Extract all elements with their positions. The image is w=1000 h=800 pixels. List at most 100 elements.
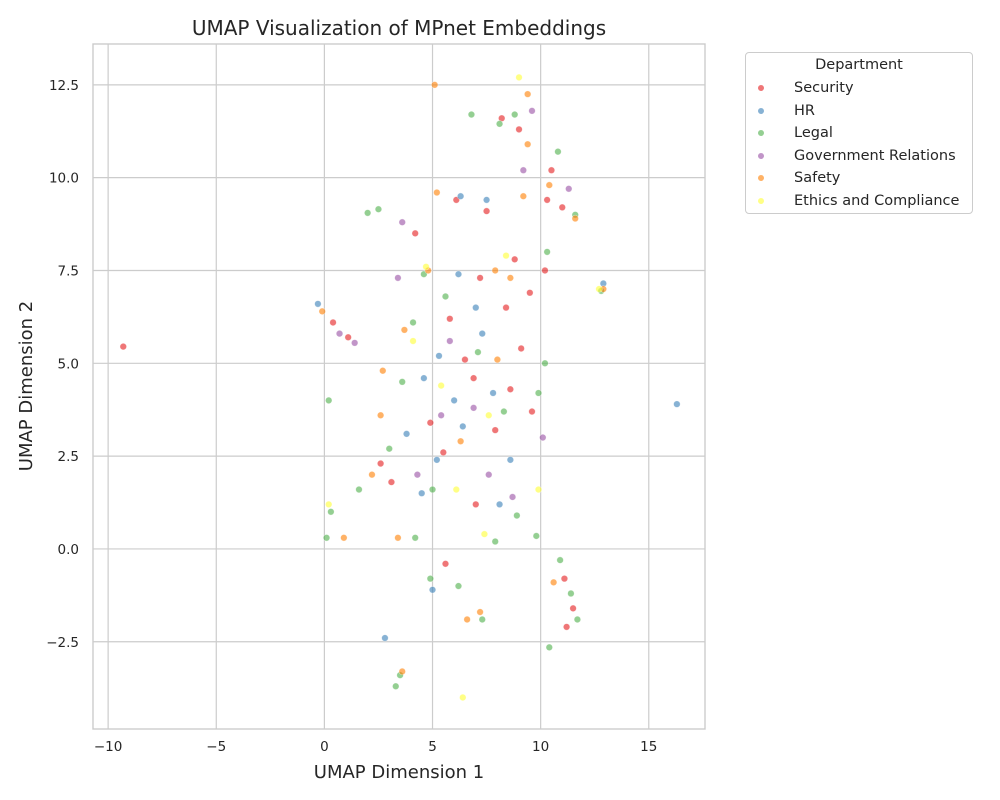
scatter-point bbox=[526, 289, 534, 297]
scatter-point bbox=[454, 270, 463, 278]
y-tick-label: 0.0 bbox=[58, 542, 79, 558]
series-2 bbox=[322, 110, 605, 690]
scatter-point bbox=[441, 292, 450, 301]
scatter-point bbox=[459, 422, 467, 431]
legend-marker bbox=[758, 175, 764, 182]
scatter-point bbox=[569, 604, 577, 612]
series-0 bbox=[119, 114, 577, 631]
scatter-point bbox=[476, 274, 484, 282]
scatter-point bbox=[517, 344, 525, 353]
scatter-point bbox=[413, 471, 421, 479]
x-tick-label: 5 bbox=[428, 739, 437, 755]
x-tick-label: −5 bbox=[206, 739, 226, 755]
scatter-point bbox=[340, 534, 348, 542]
scatter-point bbox=[325, 396, 333, 405]
scatter-point bbox=[571, 214, 579, 223]
scatter-point bbox=[491, 537, 499, 546]
scatter-point bbox=[446, 315, 454, 323]
scatter-point bbox=[543, 196, 551, 204]
scatter-point bbox=[377, 411, 385, 419]
scatter-point bbox=[515, 73, 523, 82]
scatter-point bbox=[457, 192, 465, 200]
y-tick-label: 10.0 bbox=[49, 171, 79, 187]
scatter-point bbox=[491, 426, 499, 434]
scatter-point bbox=[476, 608, 484, 616]
x-tick-label: 15 bbox=[640, 739, 657, 755]
scatter-point bbox=[528, 107, 536, 115]
scatter-point bbox=[595, 285, 603, 293]
plot-frame bbox=[92, 43, 706, 730]
scatter-point bbox=[409, 337, 417, 345]
scatter-point bbox=[344, 333, 352, 341]
scatter-point bbox=[506, 385, 514, 393]
scatter-point bbox=[437, 411, 445, 419]
scatter-point bbox=[556, 556, 564, 564]
legend-entry: Government Relations bbox=[758, 146, 956, 166]
scatter-point bbox=[459, 693, 467, 702]
scatter-point bbox=[364, 209, 372, 217]
legend-marker bbox=[758, 130, 764, 137]
scatter-point bbox=[428, 586, 437, 594]
scatter-point bbox=[418, 489, 426, 497]
scatter-point bbox=[329, 318, 337, 327]
scatter-point bbox=[500, 407, 508, 416]
scatter-point bbox=[474, 348, 482, 356]
scatter-point bbox=[506, 274, 514, 282]
scatter-point bbox=[428, 485, 437, 494]
scatter-point bbox=[541, 359, 549, 367]
scatter-point bbox=[437, 381, 445, 390]
scatter-point bbox=[554, 148, 562, 156]
scatter-point bbox=[534, 485, 543, 494]
legend-label: HR bbox=[794, 102, 815, 119]
legend-title: Department bbox=[815, 57, 903, 73]
scatter-point bbox=[119, 342, 127, 351]
grid-lines bbox=[93, 44, 705, 729]
scatter-point bbox=[532, 532, 540, 540]
scatter-point bbox=[524, 90, 532, 98]
legend-label: Legal bbox=[794, 125, 833, 142]
scatter-point bbox=[673, 400, 681, 408]
scatter-point bbox=[534, 389, 543, 397]
scatter-point bbox=[515, 125, 523, 133]
scatter-point bbox=[351, 339, 359, 347]
scatter-point bbox=[519, 192, 527, 200]
legend-marker bbox=[758, 152, 764, 159]
scatter-point bbox=[441, 560, 450, 568]
scatter-point bbox=[433, 188, 441, 197]
scatter-point bbox=[478, 329, 486, 338]
scatter-point bbox=[560, 575, 569, 583]
scatter-point bbox=[446, 337, 454, 345]
scatter-point bbox=[519, 166, 527, 174]
y-tick-label: 2.5 bbox=[58, 449, 79, 465]
scatter-point bbox=[435, 352, 443, 360]
scatter-point bbox=[450, 396, 458, 405]
scatter-point bbox=[335, 329, 344, 338]
scatter-point bbox=[489, 389, 497, 397]
scatter-point bbox=[314, 300, 322, 308]
scatter-point bbox=[327, 508, 335, 516]
series-3 bbox=[335, 107, 573, 501]
scatter-point bbox=[495, 500, 504, 508]
scatter-point bbox=[461, 355, 469, 364]
scatter-point bbox=[398, 378, 406, 386]
scatter-point bbox=[381, 634, 389, 642]
scatter-point bbox=[502, 252, 510, 260]
legend-entry: Ethics and Compliance bbox=[758, 191, 959, 211]
scatter-point bbox=[325, 500, 333, 508]
scatter-point bbox=[562, 623, 571, 631]
scatter-point bbox=[545, 181, 553, 189]
scatter-point bbox=[409, 318, 417, 327]
scatter-point bbox=[454, 582, 463, 590]
scatter-point bbox=[511, 110, 519, 119]
scatter-point bbox=[547, 166, 556, 174]
scatter-point bbox=[513, 511, 521, 520]
scatter-point bbox=[485, 411, 493, 419]
scatter-point bbox=[550, 578, 558, 586]
legend-label: Safety bbox=[794, 170, 841, 187]
scatter-point bbox=[467, 110, 476, 119]
scatter-point bbox=[411, 534, 419, 542]
scatter-point bbox=[482, 207, 491, 215]
scatter-point bbox=[422, 263, 430, 271]
scatter-point bbox=[472, 500, 480, 508]
x-tick-label: −10 bbox=[94, 739, 123, 755]
